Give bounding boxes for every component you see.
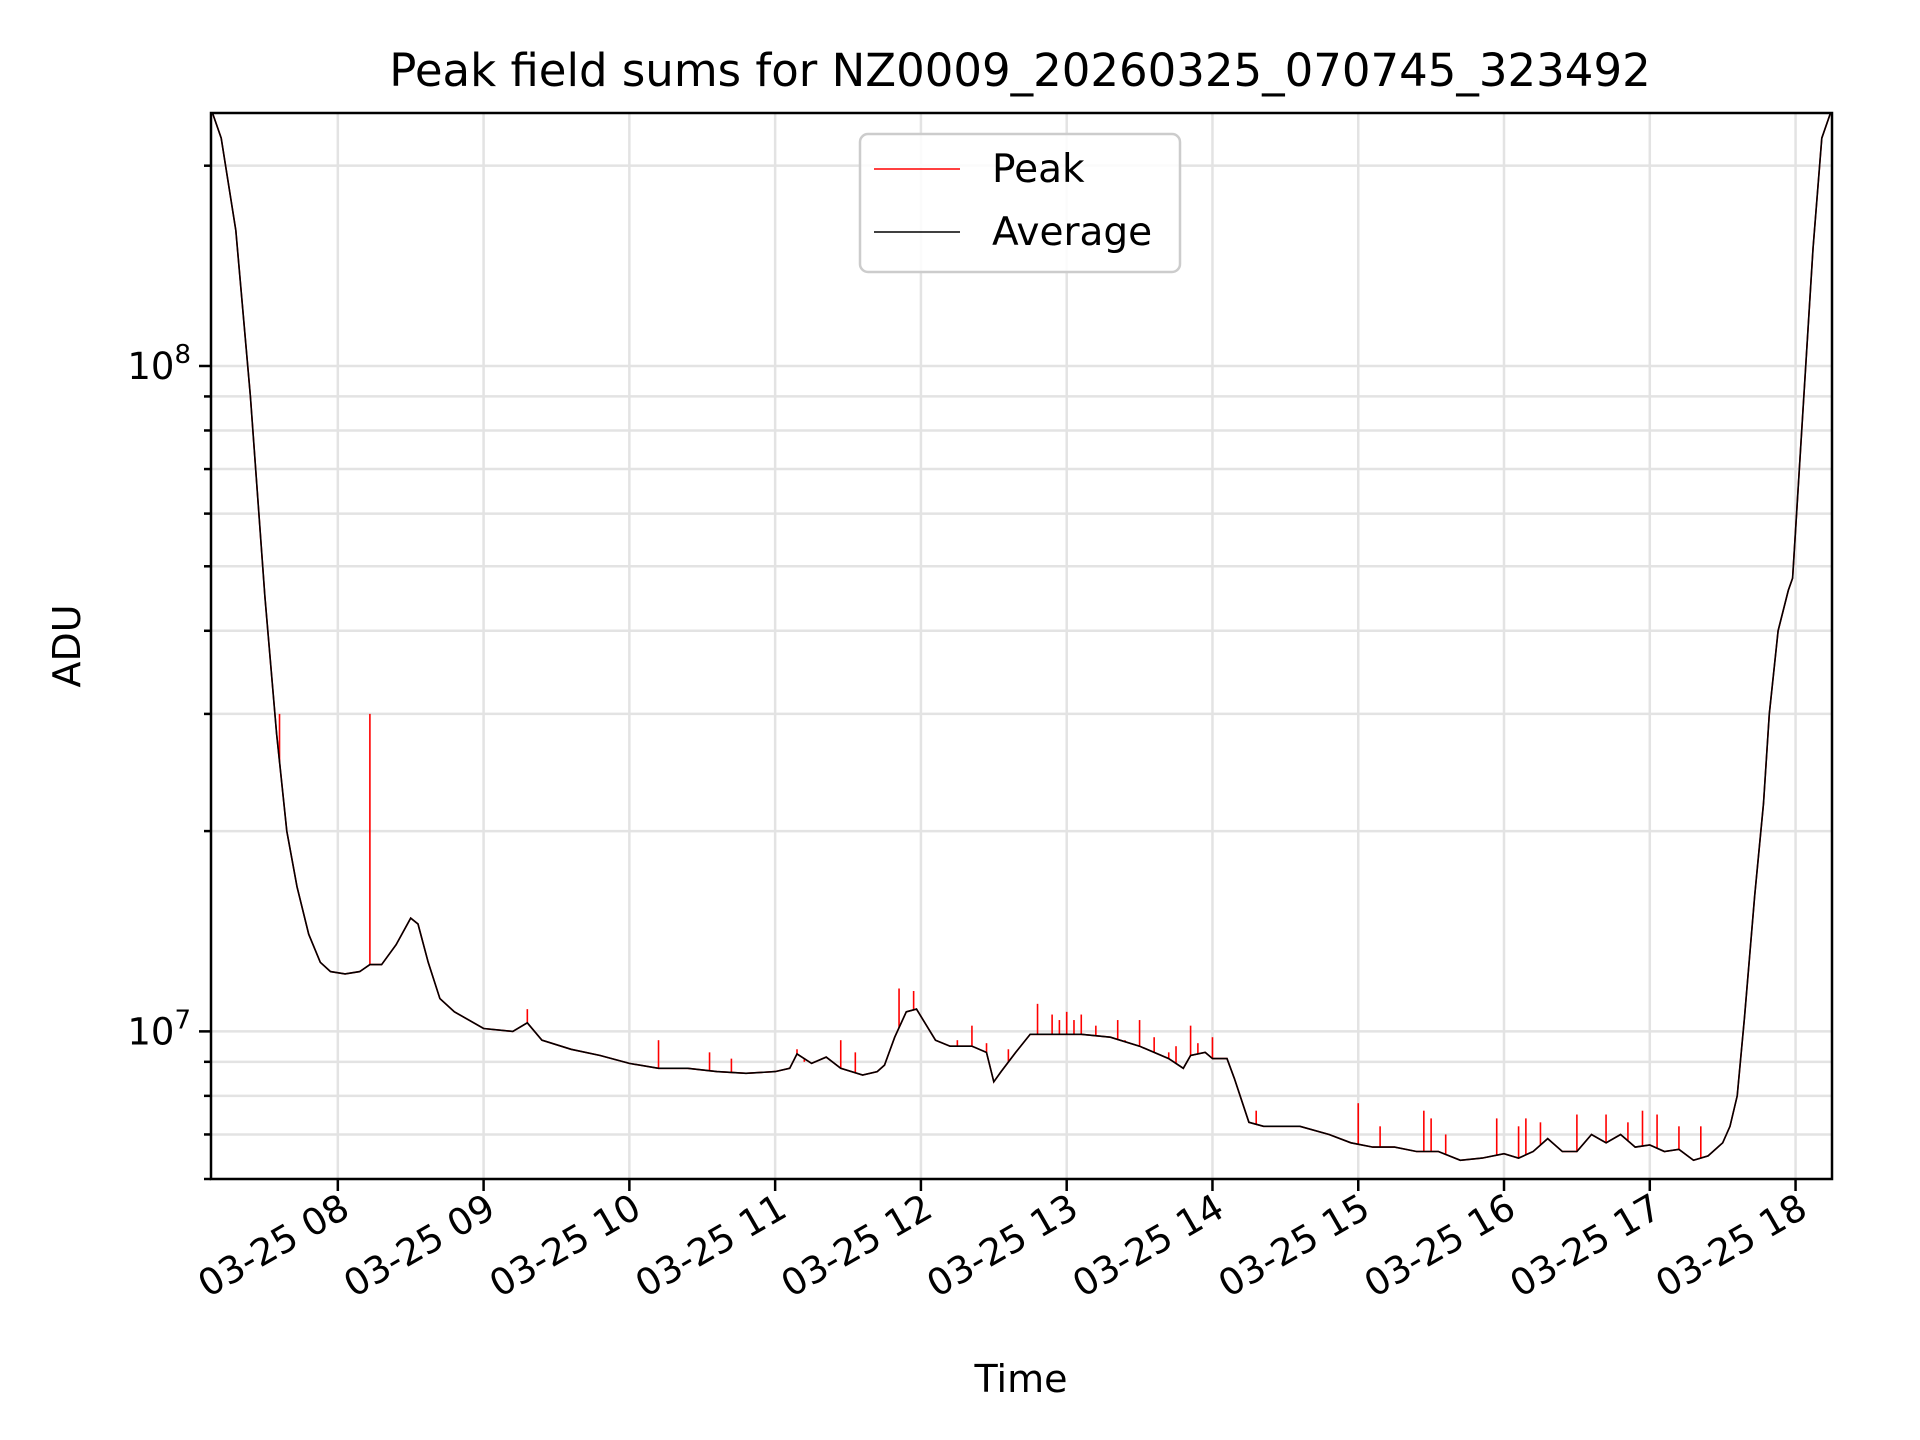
- chart-title: Peak field sums for NZ0009_20260325_0707…: [389, 44, 1650, 97]
- x-tick-label: 03-25 11: [628, 1186, 794, 1306]
- series-average-line: [211, 112, 1832, 1162]
- x-tick-label: 03-25 17: [1503, 1186, 1669, 1306]
- y-axis-label: ADU: [45, 604, 89, 687]
- legend-peak-label: Peak: [992, 147, 1085, 192]
- x-tick-label: 03-25 16: [1357, 1186, 1523, 1306]
- x-axis-label: Time: [974, 1357, 1068, 1401]
- plot-frame: [209, 111, 1834, 1181]
- legend: Peak Average: [858, 132, 1182, 274]
- x-tick-label: 03-25 12: [774, 1186, 940, 1306]
- x-tick-label: 03-25 13: [920, 1186, 1086, 1306]
- y-axis: 107 108: [127, 164, 211, 1181]
- x-tick-label: 03-25 18: [1648, 1186, 1814, 1306]
- x-tick-label: 03-25 08: [191, 1186, 357, 1306]
- x-tick-label: 03-25 09: [337, 1186, 503, 1306]
- x-tick-label: 03-25 15: [1211, 1186, 1377, 1306]
- y-tick-label: 107: [127, 1005, 191, 1053]
- x-tick-label: 03-25 14: [1065, 1186, 1231, 1306]
- y-tick-label: 108: [127, 340, 191, 388]
- plot-series: [211, 112, 1832, 1162]
- x-tick-label: 03-25 10: [482, 1186, 648, 1306]
- legend-average-label: Average: [992, 210, 1152, 255]
